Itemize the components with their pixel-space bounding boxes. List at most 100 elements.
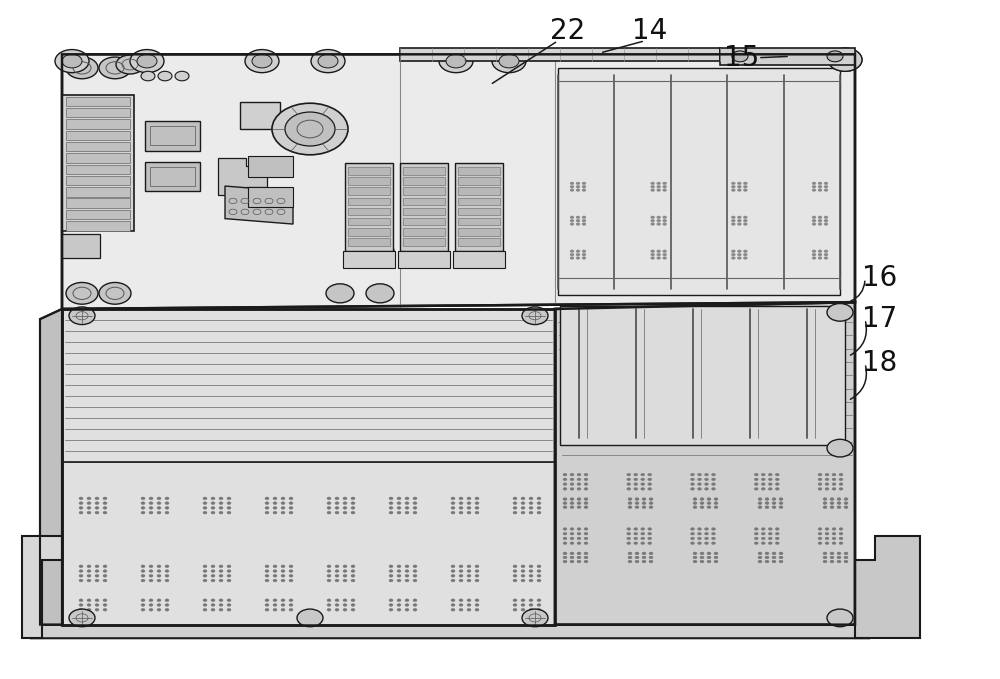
Circle shape xyxy=(475,497,479,500)
Circle shape xyxy=(343,507,347,509)
Circle shape xyxy=(584,488,588,490)
Circle shape xyxy=(219,511,223,514)
Circle shape xyxy=(289,570,293,572)
Circle shape xyxy=(818,488,822,490)
Circle shape xyxy=(529,579,533,582)
Circle shape xyxy=(165,511,169,514)
Circle shape xyxy=(577,498,581,500)
Circle shape xyxy=(812,250,816,253)
Circle shape xyxy=(529,511,533,514)
Circle shape xyxy=(389,507,393,509)
Circle shape xyxy=(141,604,145,606)
Circle shape xyxy=(79,502,83,504)
Circle shape xyxy=(62,54,82,68)
Circle shape xyxy=(335,570,339,572)
Circle shape xyxy=(642,498,646,500)
Circle shape xyxy=(839,528,843,530)
Circle shape xyxy=(66,57,98,79)
Circle shape xyxy=(521,511,525,514)
Circle shape xyxy=(779,560,783,563)
Circle shape xyxy=(839,488,843,490)
Circle shape xyxy=(87,502,91,504)
Circle shape xyxy=(446,54,466,68)
Circle shape xyxy=(281,579,285,582)
Circle shape xyxy=(837,560,841,563)
Circle shape xyxy=(648,532,652,535)
Circle shape xyxy=(824,219,828,222)
Circle shape xyxy=(577,528,581,530)
Circle shape xyxy=(649,560,653,563)
Circle shape xyxy=(475,570,479,572)
Circle shape xyxy=(570,552,574,555)
Circle shape xyxy=(577,478,581,481)
Circle shape xyxy=(648,488,652,490)
Circle shape xyxy=(823,552,827,555)
Circle shape xyxy=(700,560,704,563)
Circle shape xyxy=(775,528,779,530)
Circle shape xyxy=(451,579,455,582)
Circle shape xyxy=(289,565,293,568)
Circle shape xyxy=(413,570,417,572)
Circle shape xyxy=(327,502,331,504)
Circle shape xyxy=(812,185,816,188)
Circle shape xyxy=(839,478,843,481)
Circle shape xyxy=(95,570,99,572)
Circle shape xyxy=(227,502,231,504)
Circle shape xyxy=(413,608,417,611)
Circle shape xyxy=(824,216,828,219)
Circle shape xyxy=(227,507,231,509)
Circle shape xyxy=(832,483,836,485)
Circle shape xyxy=(343,511,347,514)
Circle shape xyxy=(754,537,758,540)
Circle shape xyxy=(405,570,409,572)
Polygon shape xyxy=(348,218,390,225)
Circle shape xyxy=(405,502,409,504)
Circle shape xyxy=(731,253,735,256)
Polygon shape xyxy=(403,187,445,195)
Circle shape xyxy=(570,473,574,476)
Circle shape xyxy=(779,498,783,500)
Polygon shape xyxy=(560,306,845,445)
Circle shape xyxy=(563,560,567,563)
Circle shape xyxy=(635,498,639,500)
Circle shape xyxy=(818,223,822,225)
Circle shape xyxy=(772,502,776,504)
Circle shape xyxy=(130,50,164,73)
Circle shape xyxy=(754,528,758,530)
Circle shape xyxy=(641,532,645,535)
Circle shape xyxy=(389,579,393,582)
Polygon shape xyxy=(348,228,390,236)
Circle shape xyxy=(711,537,715,540)
Circle shape xyxy=(825,488,829,490)
Circle shape xyxy=(731,250,735,253)
Circle shape xyxy=(818,257,822,259)
Circle shape xyxy=(87,565,91,568)
Circle shape xyxy=(459,502,463,504)
Circle shape xyxy=(265,502,269,504)
Circle shape xyxy=(832,473,836,476)
Circle shape xyxy=(812,189,816,191)
Circle shape xyxy=(663,185,667,188)
Circle shape xyxy=(823,498,827,500)
Circle shape xyxy=(165,604,169,606)
Circle shape xyxy=(335,507,339,509)
Circle shape xyxy=(203,579,207,582)
Circle shape xyxy=(397,599,401,602)
Circle shape xyxy=(289,608,293,611)
Circle shape xyxy=(761,542,765,545)
Polygon shape xyxy=(66,108,130,117)
Circle shape xyxy=(768,473,772,476)
Circle shape xyxy=(818,528,822,530)
Circle shape xyxy=(577,552,581,555)
Circle shape xyxy=(584,502,588,504)
Circle shape xyxy=(219,604,223,606)
Circle shape xyxy=(758,552,762,555)
Circle shape xyxy=(343,579,347,582)
Polygon shape xyxy=(458,187,500,195)
Circle shape xyxy=(459,497,463,500)
Polygon shape xyxy=(458,238,500,246)
Circle shape xyxy=(570,185,574,188)
Polygon shape xyxy=(403,198,445,205)
Circle shape xyxy=(219,608,223,611)
Circle shape xyxy=(818,216,822,219)
